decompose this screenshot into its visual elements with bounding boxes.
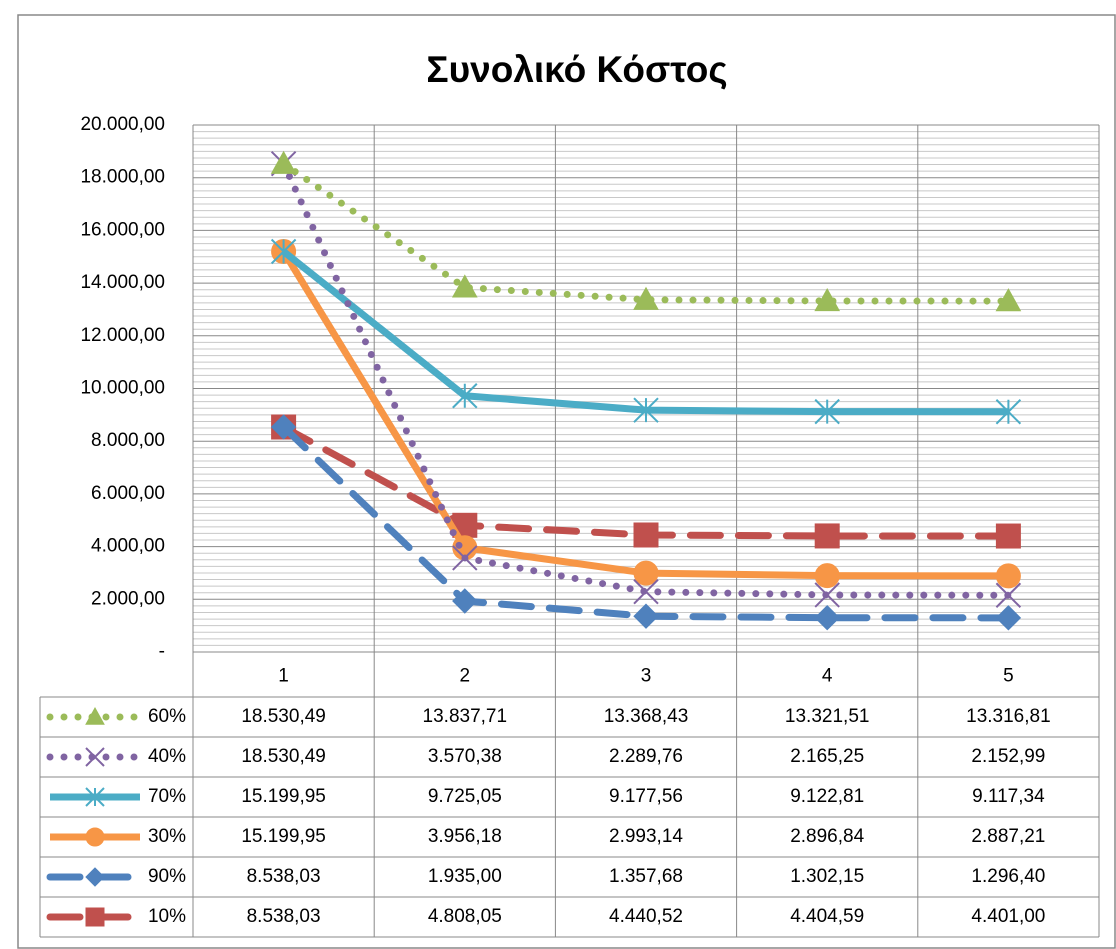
legend-label: 90% <box>148 866 186 887</box>
y-tick-label: 4.000,00 <box>91 536 165 557</box>
marker <box>814 604 840 631</box>
table-cell: 3.570,38 <box>428 746 502 767</box>
table-cell: 4.440,52 <box>609 906 683 927</box>
legend-label: 60% <box>148 706 186 727</box>
legend-key-marker <box>85 867 105 887</box>
table-cell: 18.530,49 <box>241 706 326 727</box>
table-cell: 4.808,05 <box>428 906 502 927</box>
table-cell: 9.122,81 <box>790 786 864 807</box>
table-cell: 2.896,84 <box>790 826 864 847</box>
table-cell: 9.725,05 <box>428 786 502 807</box>
table-cell: 2.165,25 <box>790 746 864 767</box>
marker <box>270 150 297 174</box>
x-tick-label: 3 <box>641 666 652 687</box>
marker <box>633 522 659 548</box>
marker <box>452 383 478 409</box>
marker <box>814 582 840 608</box>
marker <box>995 399 1022 425</box>
legend-key-marker <box>85 706 105 725</box>
table-cell: 2.993,14 <box>609 826 683 847</box>
marker <box>633 286 659 310</box>
series-line <box>280 160 1012 305</box>
marker <box>995 523 1021 549</box>
table-cell: 1.357,68 <box>609 866 683 887</box>
table-cell: 13.316,81 <box>966 706 1051 727</box>
y-tick-label: 6.000,00 <box>91 483 165 504</box>
table-cell: 2.289,76 <box>609 746 683 767</box>
table-cell: 13.837,71 <box>423 706 508 727</box>
x-tick-label: 2 <box>460 666 471 687</box>
x-tick-label: 5 <box>1003 666 1014 687</box>
table-cell: 4.401,00 <box>971 906 1045 927</box>
legend-key-marker <box>85 787 105 807</box>
marker <box>633 397 659 423</box>
y-tick-label: 20.000,00 <box>80 114 165 135</box>
y-tick-label: 14.000,00 <box>80 272 165 293</box>
table-cell: 3.956,18 <box>428 826 502 847</box>
marker <box>814 287 841 312</box>
table-cell: 8.538,03 <box>247 906 321 927</box>
table-cell: 2.152,99 <box>971 746 1045 767</box>
x-tick-label: 1 <box>278 666 289 687</box>
chart-title: Συνολικό Κόστος <box>426 49 727 90</box>
y-tick-label: 8.000,00 <box>91 430 165 451</box>
legend-label: 70% <box>148 786 186 807</box>
marker <box>814 398 840 425</box>
y-tick-label: 12.000,00 <box>80 325 165 346</box>
table-cell: 4.404,59 <box>790 906 864 927</box>
legend-key-marker <box>85 907 105 927</box>
table-cell: 13.368,43 <box>604 706 689 727</box>
marker <box>995 582 1022 608</box>
table-cell: 1.296,40 <box>971 866 1045 887</box>
marker <box>633 578 659 605</box>
table-cell: 2.887,21 <box>971 826 1045 847</box>
y-tick-label: - <box>159 641 165 662</box>
marker <box>995 563 1021 589</box>
table-cell: 1.935,00 <box>428 866 502 887</box>
legend-key-marker <box>85 827 105 847</box>
marker <box>452 545 478 571</box>
table-cell: 9.177,56 <box>609 786 683 807</box>
x-tick-label: 4 <box>822 666 833 687</box>
marker <box>270 414 297 440</box>
marker <box>633 603 659 629</box>
table-cell: 13.321,51 <box>785 706 870 727</box>
marker <box>995 288 1022 312</box>
legend-label: 40% <box>148 746 186 767</box>
table-cell: 8.538,03 <box>247 866 321 887</box>
marker <box>270 238 297 265</box>
table-cell: 18.530,49 <box>241 746 326 767</box>
marker <box>814 563 840 589</box>
marker <box>995 605 1022 631</box>
y-tick-label: 16.000,00 <box>80 219 165 240</box>
table-cell: 1.302,15 <box>790 866 864 887</box>
legend-key-marker <box>85 747 105 767</box>
marker <box>452 588 478 614</box>
marker <box>451 274 478 298</box>
legend-label: 10% <box>148 906 186 927</box>
marker <box>633 560 659 586</box>
marker <box>814 523 840 549</box>
table-cell: 15.199,95 <box>241 786 326 807</box>
legend-label: 30% <box>148 826 186 847</box>
y-tick-label: 18.000,00 <box>80 167 165 188</box>
y-tick-label: 10.000,00 <box>80 378 165 399</box>
table-cell: 15.199,95 <box>241 826 326 847</box>
table-cell: 9.117,34 <box>972 786 1045 807</box>
y-tick-label: 2.000,00 <box>91 588 165 609</box>
